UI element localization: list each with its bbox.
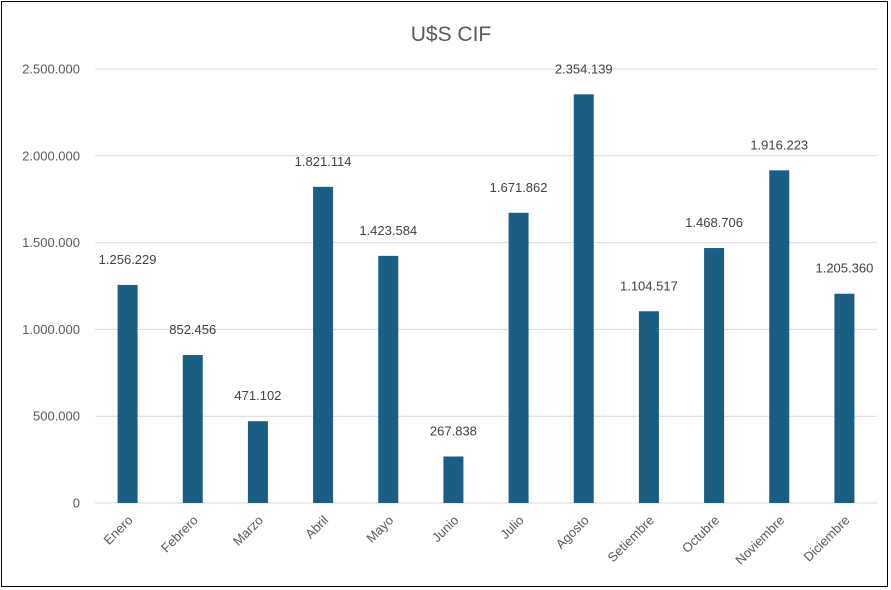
- chart-title: U$S CIF: [411, 23, 492, 46]
- data-label: 471.102: [234, 388, 281, 403]
- bar-julio: [508, 212, 529, 503]
- data-label: 852.456: [169, 322, 216, 337]
- x-axis-tick-labels: Enero Febrero Marzo Abril Mayo Junio Julio Agos…: [101, 512, 853, 567]
- bar-setiembre: [638, 311, 659, 503]
- data-label: 1.423.584: [359, 223, 417, 238]
- data-label: 1.916.223: [750, 137, 808, 152]
- data-label: 1.821.114: [295, 154, 352, 169]
- data-label: 1.671.862: [490, 180, 548, 195]
- data-label: 1.104.517: [620, 278, 678, 293]
- x-tick-label: Junio: [429, 513, 462, 546]
- data-label: 267.838: [430, 424, 477, 439]
- bar-diciembre: [834, 293, 855, 503]
- y-tick-label: 2.500.000: [22, 62, 80, 77]
- x-tick-label: Agosto: [553, 513, 592, 552]
- data-label: 1.205.360: [815, 261, 873, 276]
- y-tick-label: 1.000.000: [22, 322, 80, 337]
- x-tick-label: Marzo: [230, 513, 266, 549]
- x-tick-label: Octubre: [679, 513, 722, 556]
- y-tick-label: 1.500.000: [22, 235, 80, 250]
- x-tick-label: Diciembre: [801, 513, 853, 565]
- bar-enero: [117, 284, 138, 503]
- x-tick-label: Julio: [497, 513, 527, 543]
- y-tick-label: 500.000: [33, 409, 80, 424]
- y-tick-label: 0: [73, 496, 80, 511]
- bar-octubre: [704, 248, 725, 503]
- gridlines: [95, 68, 877, 504]
- bar-abril: [313, 186, 334, 503]
- data-label: 1.468.706: [685, 215, 743, 230]
- bar-mayo: [378, 255, 399, 503]
- data-labels: 1.256.229 852.456 471.102 1.821.114 1.423.58…: [99, 61, 874, 438]
- x-tick-label: Setiembre: [605, 513, 658, 566]
- y-tick-label: 2.000.000: [22, 148, 80, 163]
- bar-marzo: [247, 421, 268, 503]
- bar-agosto: [573, 94, 594, 503]
- x-tick-label: Febrero: [158, 513, 201, 556]
- bar-noviembre: [769, 170, 790, 503]
- x-tick-label: Enero: [101, 513, 136, 548]
- bar-junio: [443, 456, 464, 503]
- y-axis-tick-labels: 0 500.000 1.000.000 1.500.000 2.000.000 2.500…: [22, 62, 80, 511]
- data-label: 1.256.229: [99, 252, 157, 267]
- bars: [117, 94, 855, 503]
- data-label: 2.354.139: [555, 61, 613, 76]
- x-tick-label: Noviembre: [732, 513, 787, 568]
- x-tick-label: Mayo: [363, 513, 396, 546]
- bar-febrero: [182, 355, 203, 503]
- x-tick-label: Abril: [302, 512, 331, 541]
